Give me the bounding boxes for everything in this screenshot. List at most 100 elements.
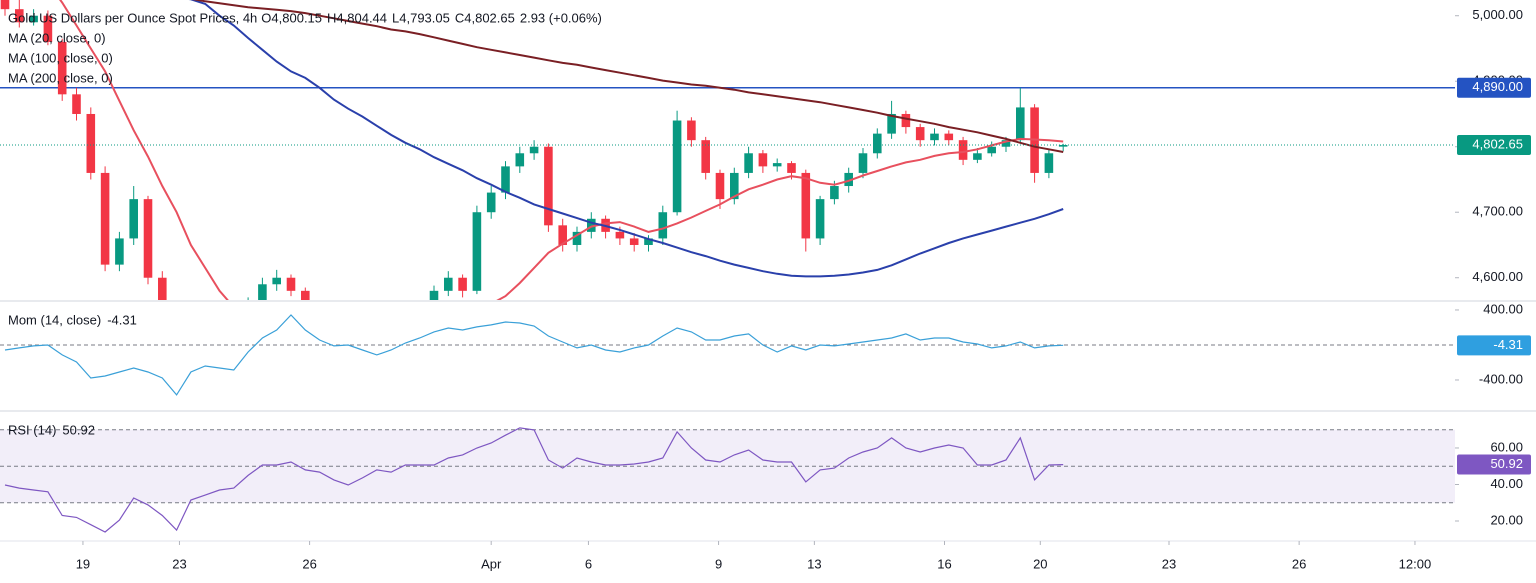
candle-body: [730, 172, 739, 200]
candle-body: [572, 231, 582, 245]
x-tick-label: 13: [807, 556, 821, 571]
candle-body: [744, 153, 753, 173]
candle-body: [687, 120, 696, 141]
candle-body: [772, 163, 782, 167]
candle-body: [100, 172, 110, 265]
candle-body: [15, 9, 24, 23]
legend-text: Gold US Dollars per Ounce Spot Prices, 4…: [8, 10, 257, 25]
candle-body: [858, 153, 868, 173]
candle-body: [944, 133, 954, 141]
last-price-tag-bg: [1457, 134, 1531, 155]
legend-text: 50.92: [62, 422, 95, 437]
plot-area: [0, 427, 1455, 533]
legend-text: RSI (14): [8, 422, 56, 437]
candle-body: [286, 277, 296, 291]
candle-body: [201, 330, 210, 356]
candle-body: [129, 199, 138, 239]
candle-body: [358, 337, 367, 350]
legend-text: MA (20, close, 0): [8, 30, 106, 45]
candle-body: [272, 277, 281, 285]
candle-body: [301, 290, 310, 300]
candle-body: [629, 238, 639, 245]
candle-body: [915, 127, 925, 141]
x-tick-label: 23: [172, 556, 186, 571]
legend-text: 4,802.65: [464, 10, 515, 25]
moving-average-line: [188, 0, 1064, 278]
candle-body: [715, 172, 725, 200]
candle-body: [215, 330, 224, 350]
candle-body: [701, 140, 710, 173]
legend-text: C: [455, 10, 464, 25]
x-tick-label: 26: [1292, 556, 1306, 571]
legend-text: H: [327, 10, 336, 25]
x-tick-label: 12:00: [1399, 556, 1432, 571]
hline-price-tag-bg: [1457, 77, 1531, 98]
candle-body: [486, 192, 496, 213]
indicator-value-tag-bg: [1457, 454, 1531, 475]
y-tick-label: 20.00: [1490, 512, 1523, 527]
legend-text: -4.31: [107, 312, 137, 327]
candle-body: [615, 231, 625, 239]
candle-body: [458, 277, 467, 291]
candle-body: [501, 166, 510, 193]
candle-body: [172, 343, 181, 389]
candle-body: [844, 172, 853, 187]
x-tick-label: 20: [1033, 556, 1047, 571]
y-tick-label: 40.00: [1490, 476, 1523, 491]
indicator-line: [4, 314, 1064, 396]
candle-body: [158, 277, 167, 300]
legend-text: 2.93 (+0.06%): [520, 10, 602, 25]
candle-body: [57, 41, 67, 95]
candle-body: [86, 113, 96, 173]
indicator-value-tag: -4.31: [1493, 337, 1523, 352]
legend-text: L: [392, 10, 399, 25]
candle-body: [830, 186, 839, 200]
candle-body: [315, 317, 324, 330]
y-tick-label: 5,000.00: [1472, 7, 1523, 22]
candle-body: [429, 290, 439, 300]
candle-body: [330, 330, 339, 343]
legend-text: 4,804.44: [336, 10, 387, 25]
plot-area: [0, 0, 1455, 389]
candle-body: [444, 277, 453, 291]
y-tick-label: 400.00: [1483, 301, 1523, 316]
x-tick-label: 16: [937, 556, 951, 571]
candle-body: [244, 304, 253, 317]
candle-body: [644, 238, 653, 245]
x-tick-label: 9: [715, 556, 722, 571]
plot-area: [0, 314, 1455, 396]
candle-body: [672, 120, 682, 213]
last-price-tag: 4,802.65: [1472, 136, 1523, 151]
candle-body: [973, 153, 982, 160]
candle-body: [115, 238, 124, 265]
y-tick-label: -400.00: [1479, 371, 1523, 386]
indicator-value-tag-bg: [1457, 335, 1531, 356]
candle-body: [43, 15, 53, 42]
candle-body: [1044, 153, 1054, 173]
candle-body: [544, 146, 553, 226]
moving-average-line: [192, 0, 1064, 153]
legend-text: 4,793.05: [399, 10, 450, 25]
candle-body: [515, 153, 525, 167]
candle-body: [815, 199, 825, 239]
x-tick-label: 26: [302, 556, 316, 571]
y-tick-label: 4,600.00: [1472, 269, 1523, 284]
candle-body: [258, 284, 267, 300]
candle-body: [387, 330, 396, 356]
candle-body: [901, 113, 911, 128]
hline-price-tag: 4,890.00: [1472, 79, 1523, 94]
legend-text: MA (100, close, 0): [8, 50, 113, 65]
candle-body: [72, 94, 81, 114]
candle-body: [401, 317, 410, 330]
candle-body: [873, 133, 882, 154]
legend-text: 4,800.15: [271, 10, 322, 25]
candle-body: [143, 199, 153, 278]
candle-body: [1001, 140, 1011, 147]
x-tick-label: 19: [76, 556, 90, 571]
candle-body: [987, 146, 996, 154]
candle-body: [958, 140, 968, 160]
moving-average-line: [59, 0, 1064, 300]
candle-body: [887, 113, 896, 134]
